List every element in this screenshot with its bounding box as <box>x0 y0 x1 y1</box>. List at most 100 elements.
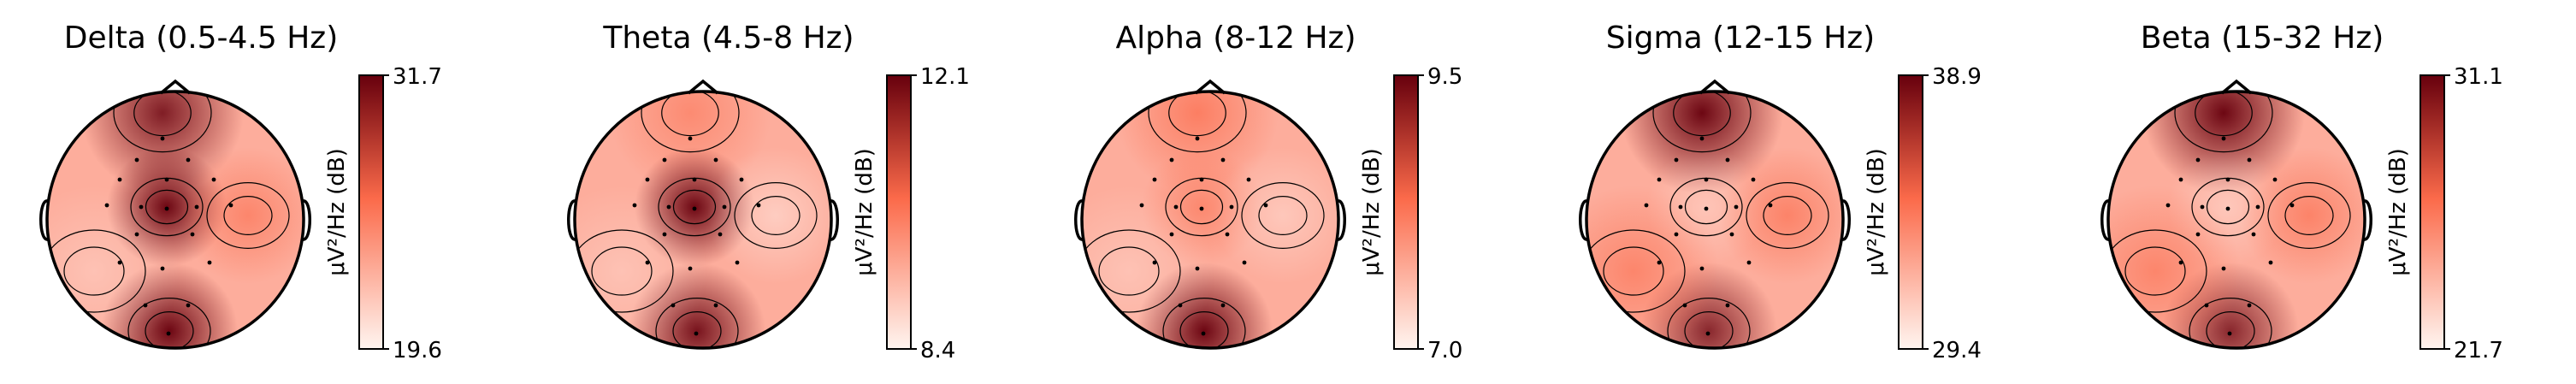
sensor-dot-sigma <box>1725 157 1730 162</box>
topomap-panel-delta: Delta (0.5-4.5 Hz) 31.7 19.6 μV²/Hz (dB) <box>0 0 513 384</box>
sensor-dot-alpha <box>1195 136 1200 141</box>
sensor-dot-sigma <box>1644 203 1649 208</box>
sensor-dot-beta <box>2225 206 2230 211</box>
sensor-dot-beta <box>2227 331 2232 336</box>
contour-line-alpha <box>1082 229 1181 313</box>
sensor-dot-sigma <box>1704 177 1709 182</box>
sensor-dot-beta <box>2255 204 2260 210</box>
contour-line-sigma <box>1586 229 1686 313</box>
head-outline-beta <box>2106 90 2366 350</box>
sensor-dot-delta <box>164 177 169 182</box>
sensor-dot-beta <box>2221 136 2226 141</box>
sensor-dot-alpha <box>1195 266 1200 271</box>
sensor-dot-sigma <box>1682 303 1687 308</box>
sensor-dot-alpha <box>1152 260 1157 265</box>
sensor-dot-beta <box>2251 232 2256 237</box>
contour-line-sigma <box>1652 92 1752 153</box>
head-outline-alpha <box>1080 90 1340 350</box>
sensor-dot-sigma <box>1746 260 1752 265</box>
left-ear-theta <box>567 199 576 241</box>
sensor-dot-beta <box>2165 203 2171 208</box>
sensor-dot-beta <box>2221 266 2226 271</box>
sensor-dot-beta <box>2195 232 2201 237</box>
sensor-dot-theta <box>688 136 693 141</box>
topomap-panel-beta: Beta (15-32 Hz) 31.1 21.7 μV²/Hz (dB) <box>2061 0 2574 384</box>
contour-line-sigma <box>1603 246 1664 296</box>
contour-line-beta <box>2206 189 2250 225</box>
contour-line-alpha <box>1179 189 1224 225</box>
head-topomap-theta <box>567 79 839 350</box>
sensor-dot-sigma <box>1657 260 1662 265</box>
sensor-dot-delta <box>190 232 195 237</box>
sensor-dot-alpha <box>1263 203 1268 208</box>
nose-alpha <box>1194 79 1226 95</box>
contour-line-alpha <box>1098 246 1160 296</box>
contour-line-delta <box>127 298 211 348</box>
hotspot-frontal-delta <box>81 92 244 194</box>
sensor-dot-theta <box>756 203 761 208</box>
colorbar-max-label-beta: 31.1 <box>2454 64 2503 90</box>
sensor-dot-alpha <box>1242 260 1247 265</box>
nose-sigma <box>1699 79 1731 95</box>
colorbar-min-label-theta: 8.4 <box>920 338 955 363</box>
sensor-dot-theta <box>632 203 637 208</box>
sensor-dot-beta <box>2178 260 2183 265</box>
head-outline-sigma <box>1585 90 1845 350</box>
sensor-dot-beta <box>2289 203 2295 208</box>
contour-line-beta <box>2124 246 2186 296</box>
contour-line-theta <box>661 92 719 137</box>
left-ear-delta <box>39 199 49 241</box>
sensor-dot-delta <box>117 177 122 182</box>
right-ear-theta <box>830 199 839 241</box>
right-ear-sigma <box>1841 199 1851 241</box>
contour-line-beta <box>2174 92 2273 153</box>
contour-line-theta <box>655 298 739 348</box>
sensor-dot-beta <box>2204 303 2209 308</box>
sensor-dot-delta <box>186 157 191 162</box>
colorbar-axis-label-sigma: μV²/Hz (dB) <box>1864 148 1889 276</box>
sensor-dot-theta <box>645 177 650 182</box>
sensor-dot-sigma <box>1725 303 1730 308</box>
contour-line-sigma <box>1684 189 1728 225</box>
contour-line-theta <box>734 181 818 250</box>
colorbar-max-label-delta: 31.7 <box>393 64 442 90</box>
contour-line-delta <box>63 246 125 296</box>
contour-line-beta <box>2195 92 2253 137</box>
colorbar-max-label-alpha: 9.5 <box>1427 64 1462 90</box>
contour-line-theta <box>575 229 674 313</box>
contour-line-beta <box>2189 298 2272 348</box>
sensor-dot-sigma <box>1674 157 1679 162</box>
right-ear-alpha <box>1337 199 1346 241</box>
sensor-dot-theta <box>713 303 718 308</box>
contour-line-alpha <box>1162 298 1246 348</box>
sensor-dot-alpha <box>1246 177 1251 182</box>
contour-line-alpha <box>1258 196 1308 236</box>
sensor-dot-delta <box>166 331 171 336</box>
sensor-dot-sigma <box>1657 177 1662 182</box>
head-topomap-alpha <box>1074 79 1346 350</box>
colorbar-axis-label-delta: μV²/Hz (dB) <box>324 148 350 276</box>
panel-title-beta: Beta (15-32 Hz) <box>2140 21 2384 56</box>
sensor-dot-theta <box>694 331 699 336</box>
sensor-dot-beta <box>2247 157 2252 162</box>
sensor-dot-theta <box>662 232 667 237</box>
contour-line-beta <box>2284 196 2334 236</box>
contour-line-theta <box>672 189 717 225</box>
left-ear-sigma <box>1579 199 1588 241</box>
sensor-dot-sigma <box>1734 204 1739 210</box>
contour-line-theta <box>641 92 740 153</box>
sensor-dot-delta <box>104 203 109 208</box>
sensor-dot-alpha <box>1220 303 1226 308</box>
panel-title-delta: Delta (0.5-4.5 Hz) <box>63 21 339 56</box>
head-outline-delta <box>45 90 305 350</box>
sensor-dot-delta <box>139 204 144 210</box>
sensor-dot-sigma <box>1699 136 1705 141</box>
contour-line-delta <box>113 92 212 153</box>
contour-line-delta <box>47 229 146 313</box>
topomap-panel-sigma: Sigma (12-15 Hz) 38.9 29.4 μV²/Hz (dB) <box>1539 0 2053 384</box>
colorbar-axis-label-alpha: μV²/Hz (dB) <box>1359 148 1385 276</box>
sensor-dot-sigma <box>1705 331 1710 336</box>
sensor-dot-beta <box>2178 177 2183 182</box>
sensor-dot-alpha <box>1225 232 1230 237</box>
